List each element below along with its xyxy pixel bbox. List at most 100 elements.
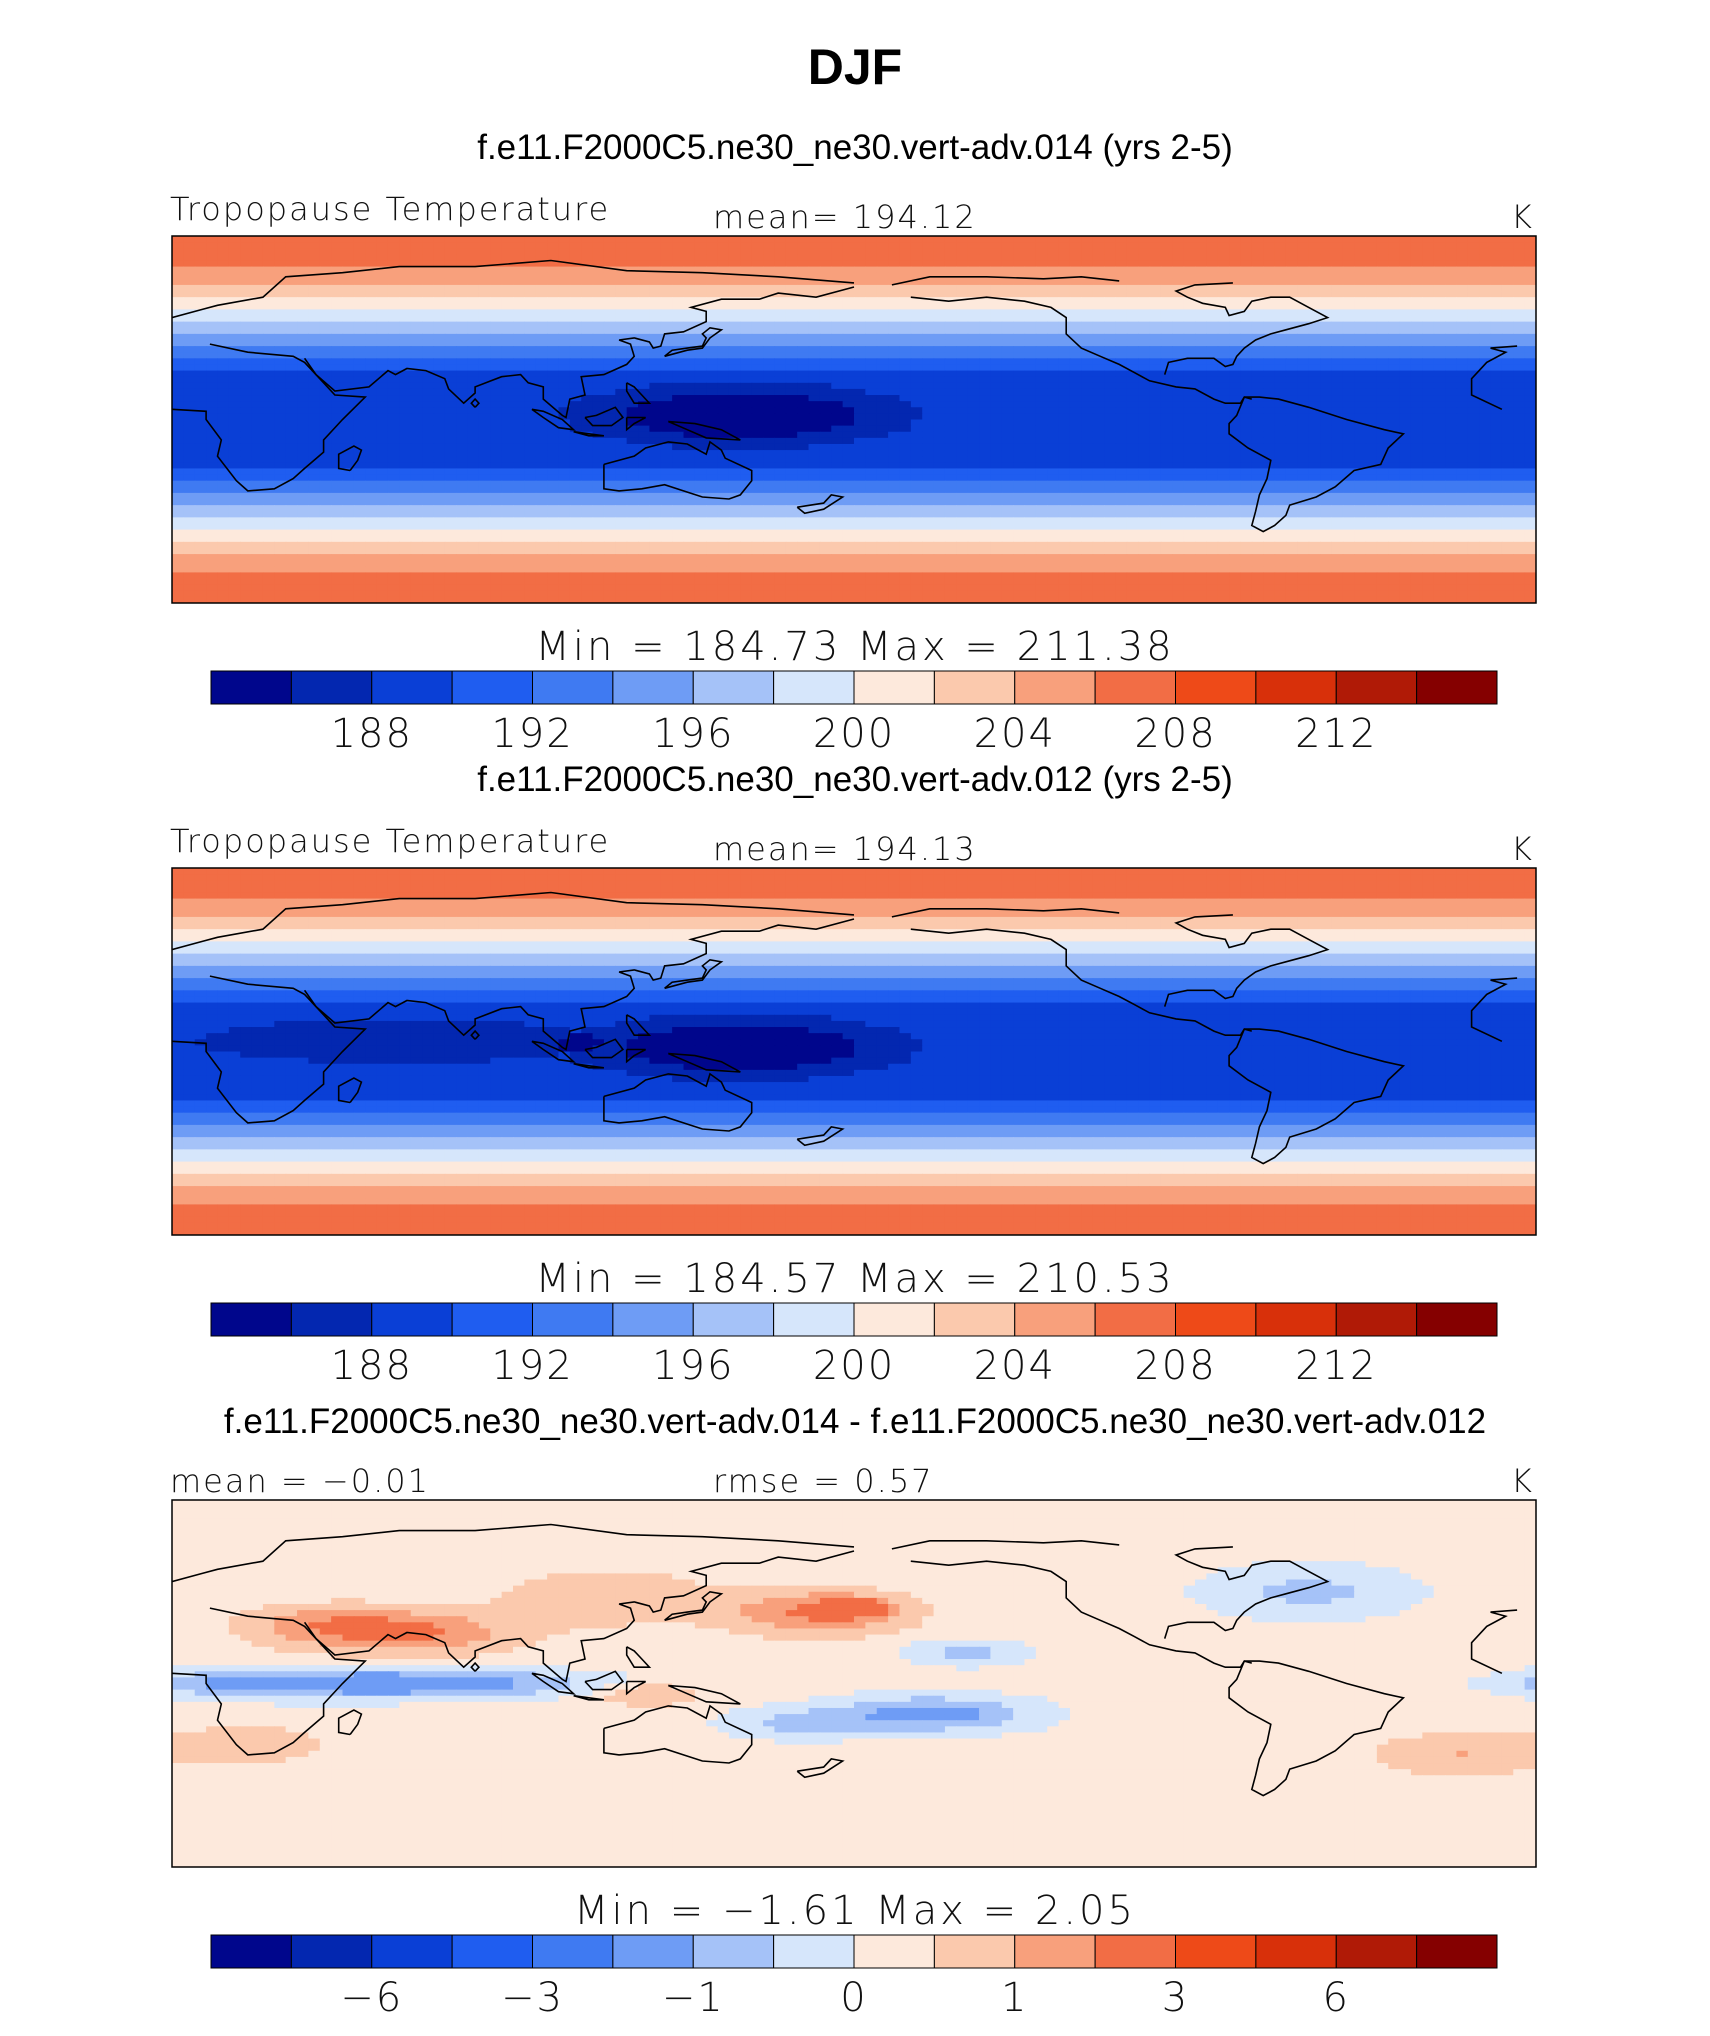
colorbar-tick-label: 0 [840, 1975, 867, 2021]
colorbar-box [1094, 1934, 1177, 1969]
colorbar-box [451, 1302, 534, 1337]
colorbar-box [290, 1302, 373, 1337]
colorbar-box [1175, 1302, 1257, 1337]
coastline [573, 1694, 605, 1701]
coastline [664, 326, 724, 358]
coastline [172, 1523, 855, 1583]
panel-2-mean-label: mean= 194.13 [713, 830, 977, 868]
coastline [1228, 396, 1406, 533]
coastline [603, 440, 753, 500]
coastline [667, 420, 741, 441]
coastline [584, 1670, 625, 1691]
colorbar-tick-label: 6 [1323, 1975, 1350, 2021]
coastline [303, 1550, 855, 1683]
colorbar-box [933, 670, 1016, 705]
colorbar-box [933, 1302, 1016, 1337]
coastline [303, 286, 855, 419]
coastline [470, 1029, 480, 1040]
colorbar-box [532, 1302, 614, 1337]
coastline [664, 958, 724, 990]
panel-3-units-label: K [1511, 1462, 1534, 1500]
coastline [603, 1072, 753, 1132]
panel-1-map [171, 235, 1537, 604]
coastline [1228, 1028, 1406, 1165]
colorbar-tick-label: 208 [1134, 711, 1216, 757]
panel-2-min-max: Min = 184.57 Max = 210.53 [0, 1256, 1710, 1302]
coastline [910, 928, 1253, 1036]
coastline [584, 406, 625, 427]
panel-3-mean-label: mean = −0.01 [170, 1462, 430, 1500]
colorbar-box [1416, 670, 1498, 705]
colorbar-box [210, 670, 292, 705]
colorbar-box [290, 670, 373, 705]
colorbar-box [210, 1934, 292, 1969]
colorbar-box [773, 1934, 855, 1969]
panel-1-colorbar [210, 670, 1498, 705]
colorbar-box [371, 670, 453, 705]
coastline [337, 1709, 363, 1736]
panel-1-variable-label: Tropopause Temperature [170, 190, 610, 228]
colorbar-tick-label: 196 [652, 1343, 734, 1389]
contour-fill [172, 1500, 1536, 1867]
coastline [664, 1590, 724, 1622]
coastline [1163, 1546, 1330, 1639]
coastline [625, 1680, 646, 1696]
colorbar-box [853, 1934, 935, 1969]
panel-2-colorbar [210, 1302, 1498, 1337]
panel-1-title: f.e11.F2000C5.ne30_ne30.vert-adv.014 (yr… [0, 128, 1710, 168]
coastline [337, 1077, 363, 1104]
coastline [337, 445, 363, 472]
coastline [531, 1672, 577, 1695]
coastline [531, 1040, 577, 1063]
coastline [573, 1062, 605, 1069]
coastline [531, 408, 577, 431]
panel-3-title: f.e11.F2000C5.ne30_ne30.vert-adv.014 - f… [0, 1402, 1710, 1442]
colorbar-box [1255, 1934, 1337, 1969]
colorbar-tick-label: 208 [1134, 1343, 1216, 1389]
colorbar-tick-label: 188 [331, 711, 413, 757]
panel-3-rmse-label: rmse = 0.57 [713, 1462, 934, 1500]
colorbar-tick-label: 192 [491, 1343, 573, 1389]
colorbar-box [1335, 1302, 1418, 1337]
panel-2-variable-label: Tropopause Temperature [170, 822, 610, 860]
colorbar-tick-label: −3 [501, 1975, 564, 2021]
colorbar-box [290, 1934, 373, 1969]
colorbar-box [612, 670, 694, 705]
coastline [573, 430, 605, 437]
coastline [667, 1052, 741, 1073]
colorbar-box [210, 1302, 292, 1337]
panel-1-units-label: K [1511, 198, 1534, 236]
colorbar-box [1255, 1302, 1337, 1337]
coastlines [172, 891, 1518, 1165]
colorbar-tick-label: 200 [813, 711, 895, 757]
colorbar-tick-label: 204 [974, 1343, 1056, 1389]
colorbar-box [532, 670, 614, 705]
coastline [1163, 282, 1330, 375]
colorbar-box [692, 1302, 775, 1337]
coastlines [172, 259, 1518, 533]
map-frame [171, 867, 1537, 1236]
coastline [603, 1704, 753, 1764]
colorbar-box [692, 1934, 775, 1969]
colorbar-box [532, 1934, 614, 1969]
panel-3-map [171, 1499, 1537, 1868]
colorbar-tick-label: 196 [652, 711, 734, 757]
colorbar-box [773, 1302, 855, 1337]
colorbar-box [371, 1934, 453, 1969]
coastline [796, 494, 845, 515]
coastline [625, 416, 646, 432]
coastline [796, 1126, 845, 1147]
colorbar-box [1014, 670, 1096, 705]
colorbar-box [1014, 1934, 1096, 1969]
panel-3-colorbar [210, 1934, 1498, 1969]
coastlines [172, 1523, 1518, 1797]
coastline [1228, 1660, 1406, 1797]
coastline [891, 275, 1120, 286]
panel-1-min-max: Min = 184.73 Max = 211.38 [0, 624, 1710, 670]
coastline [172, 975, 1518, 1124]
colorbar-box [933, 1934, 1016, 1969]
colorbar-tick-label: −6 [340, 1975, 403, 2021]
colorbar-box [1335, 670, 1418, 705]
coastline [1163, 914, 1330, 1007]
panel-2-title: f.e11.F2000C5.ne30_ne30.vert-adv.012 (yr… [0, 760, 1710, 800]
